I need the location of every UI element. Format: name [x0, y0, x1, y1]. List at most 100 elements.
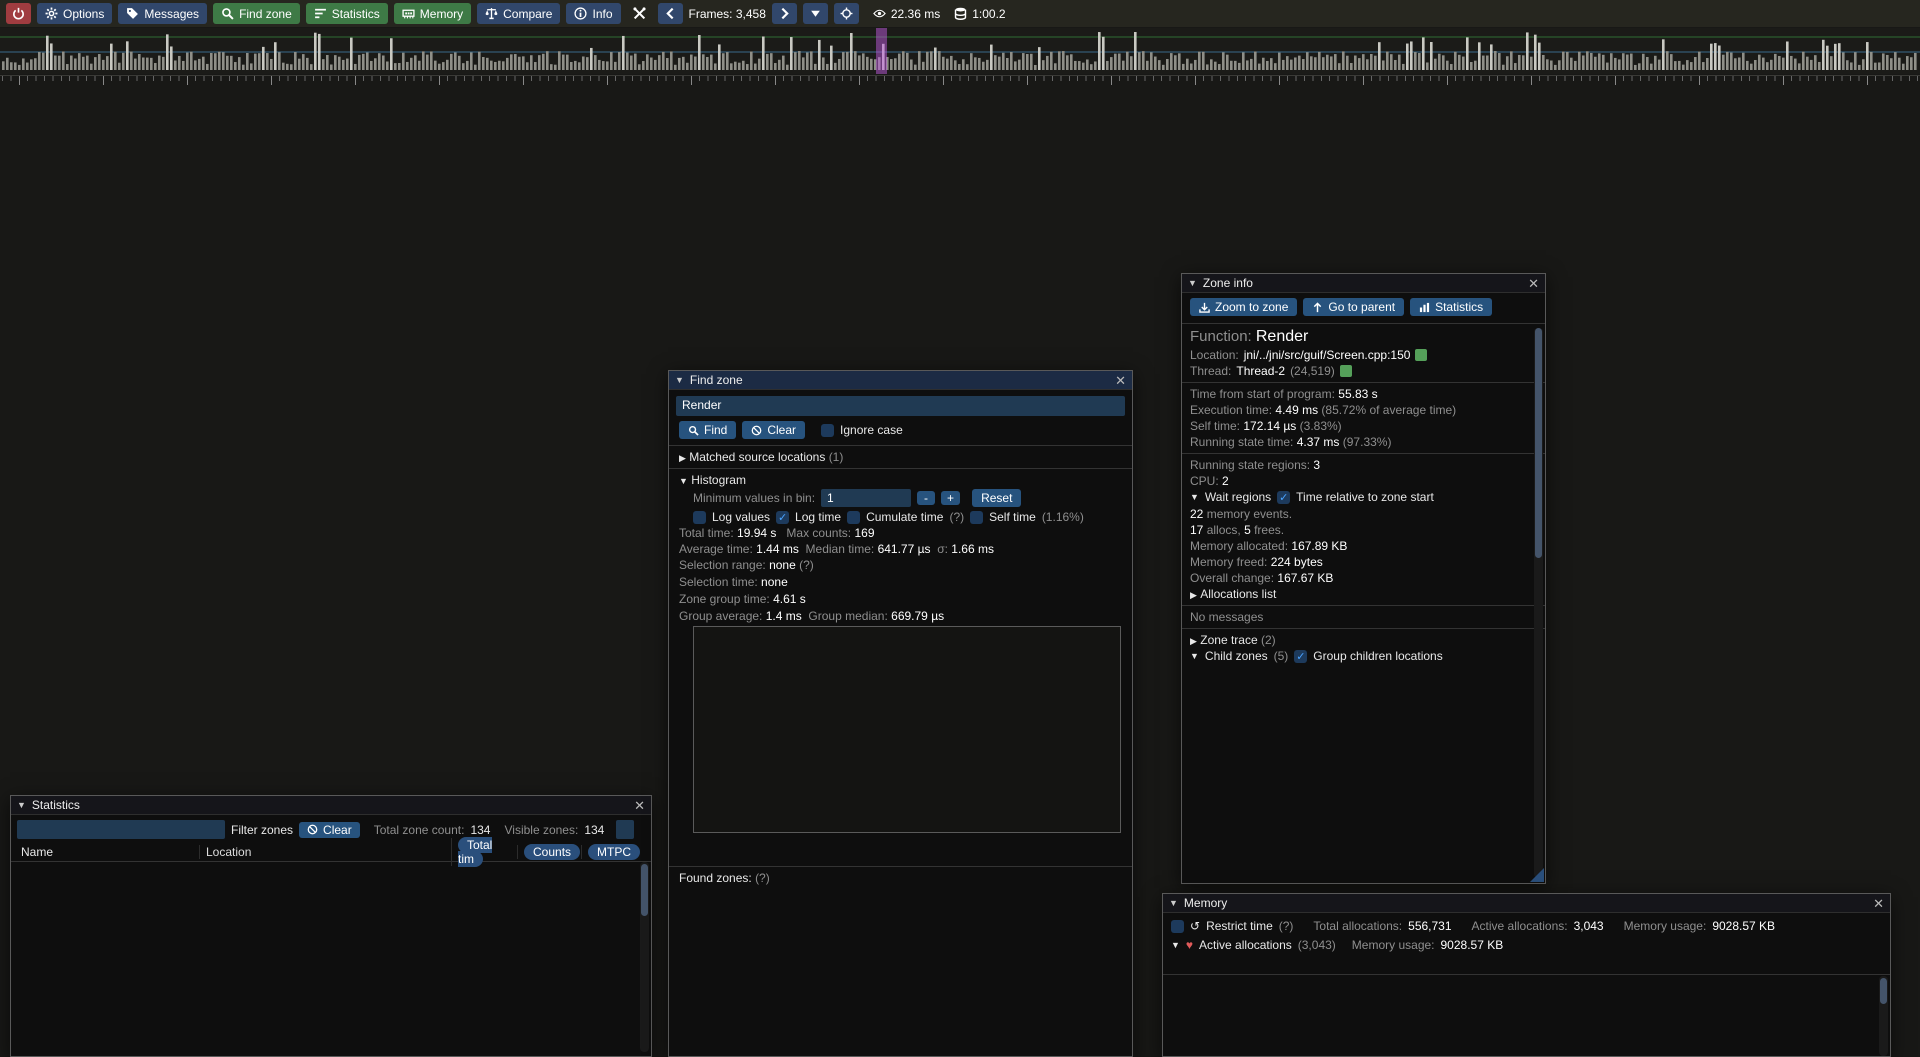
- wait-regions-toggle[interactable]: ▼ Wait regions ✓ Time relative to zone star…: [1190, 490, 1434, 504]
- frame-labels-row[interactable]: [0, 95, 1920, 106]
- decrease-button[interactable]: -: [917, 491, 936, 505]
- crosshair-icon: [840, 7, 853, 20]
- chart-icon: [1420, 302, 1430, 312]
- info-button[interactable]: Info: [566, 3, 621, 24]
- min-values-label: Minimum values in bin:: [693, 491, 816, 505]
- zone-location[interactable]: jni/../jni/src/guif/Screen.cpp:150: [1243, 348, 1411, 362]
- zi-statistics-button[interactable]: Statistics: [1410, 298, 1493, 316]
- zone-info-titlebar[interactable]: ▼ Zone info ✕: [1182, 274, 1545, 293]
- find-zone-query-input[interactable]: Render: [676, 396, 1125, 416]
- main-toolbar: Options Messages Find zone Statistics Me…: [0, 0, 1920, 27]
- stats-table-header: Name Location Total tim Counts MTPC: [11, 837, 651, 867]
- active-allocations-toggle[interactable]: ▼ ♥ Active allocations (3,043) Memory us…: [1171, 938, 1504, 952]
- log-values-checkbox[interactable]: [693, 510, 706, 524]
- find-zone-histogram[interactable]: [693, 626, 1121, 833]
- close-icon[interactable]: ✕: [1115, 372, 1126, 388]
- memory-titlebar[interactable]: ▼ Memory ✕: [1163, 894, 1890, 913]
- time-relative-checkbox[interactable]: ✓: [1277, 490, 1291, 504]
- stats-clear-button[interactable]: Clear: [299, 821, 360, 838]
- collapse-icon[interactable]: ▼: [1169, 898, 1178, 908]
- goto-frame-button[interactable]: [833, 3, 859, 24]
- thread-color-chip[interactable]: [1339, 365, 1352, 377]
- increase-button[interactable]: +: [941, 491, 961, 505]
- stats-scrollbar[interactable]: [640, 862, 649, 1052]
- options-label: Options: [63, 6, 105, 21]
- next-frame-button[interactable]: [771, 3, 797, 24]
- close-icon[interactable]: ✕: [1528, 275, 1539, 291]
- statistics-titlebar[interactable]: ▼ Statistics ✕: [11, 796, 651, 815]
- zone-info-scrollbar[interactable]: [1534, 328, 1543, 878]
- self-time-checkbox[interactable]: [970, 510, 984, 524]
- frame-overview-graph[interactable]: [0, 28, 1920, 74]
- histogram-axis: [693, 833, 1121, 863]
- fz-clear-button[interactable]: Clear: [742, 421, 806, 439]
- sort-by-row: [669, 905, 1132, 924]
- restrict-time-checkbox[interactable]: [1171, 919, 1184, 933]
- zoom-to-zone-button[interactable]: Zoom to zone: [1190, 298, 1298, 316]
- zone-info-title: Zone info: [1202, 276, 1253, 290]
- view-span-indicator: 22.36 ms: [873, 7, 940, 21]
- zone-trace-toggle[interactable]: ▶ Zone trace (2): [1190, 633, 1276, 647]
- memory-table-header: [1163, 955, 1890, 975]
- stats-filter-input[interactable]: [17, 820, 225, 839]
- total-zone-count: 134: [470, 822, 491, 837]
- matched-locations-toggle[interactable]: ▶ Matched source locations (1): [679, 450, 844, 464]
- cumulate-checkbox[interactable]: [847, 510, 861, 524]
- col-location[interactable]: Location: [199, 845, 451, 859]
- tools-button[interactable]: [627, 3, 652, 24]
- col-counts[interactable]: Counts: [517, 844, 581, 860]
- compare-label: Compare: [503, 6, 553, 21]
- find-zone-button[interactable]: Find zone: [213, 3, 300, 24]
- statistics-button[interactable]: Statistics: [305, 3, 388, 24]
- col-name[interactable]: Name: [21, 845, 54, 859]
- group-children-checkbox[interactable]: ✓: [1294, 649, 1308, 663]
- go-to-parent-button[interactable]: Go to parent: [1303, 298, 1405, 316]
- close-icon[interactable]: ✕: [1873, 895, 1884, 911]
- min-values-input[interactable]: 1: [821, 489, 912, 507]
- log-values-label: Log values: [712, 510, 771, 524]
- chevron-right-icon: [781, 7, 789, 20]
- collapse-icon[interactable]: ▼: [1188, 278, 1197, 288]
- memory-usage-value: 9028.57 KB: [1712, 919, 1776, 933]
- group-by-row: [669, 886, 1132, 905]
- source-color-chip[interactable]: [1415, 349, 1428, 361]
- close-icon[interactable]: ✕: [634, 797, 645, 813]
- total-zone-count-label: Total zone count:: [373, 822, 465, 837]
- options-button[interactable]: Options: [37, 3, 113, 24]
- frames-count: Frames: 3,458: [688, 6, 766, 21]
- visible-zones-label: Visible zones:: [504, 822, 579, 837]
- info-icon: [574, 7, 588, 20]
- collapse-icon[interactable]: ▼: [17, 800, 26, 810]
- collapse-icon[interactable]: ▼: [675, 375, 684, 385]
- stats-secondary-input[interactable]: [616, 820, 635, 839]
- memory-button[interactable]: Memory: [393, 3, 472, 24]
- arrow-up-icon: [1314, 301, 1322, 312]
- zone-info-window: ▼ Zone info ✕ Zoom to zone Go to parent …: [1181, 273, 1546, 884]
- time-ruler[interactable]: [0, 75, 1920, 95]
- histogram-toggle[interactable]: ▼ Histogram: [679, 473, 746, 487]
- find-button[interactable]: Find: [679, 421, 737, 439]
- find-zone-titlebar[interactable]: ▼ Find zone ✕: [669, 371, 1132, 390]
- capture-duration-indicator: 1:00.2: [954, 7, 1006, 21]
- col-mtpc[interactable]: MTPC: [581, 844, 641, 860]
- restrict-time-label: Restrict time: [1206, 919, 1273, 933]
- frame-dropdown-button[interactable]: [802, 3, 828, 24]
- fz-self-time-label: Self time: [989, 510, 1036, 524]
- messages-button[interactable]: Messages: [118, 3, 208, 24]
- reset-button[interactable]: Reset: [972, 489, 1022, 507]
- col-total-time[interactable]: Total tim: [451, 837, 517, 867]
- resize-grip[interactable]: [1530, 868, 1544, 882]
- child-zones-toggle[interactable]: ▼ Child zones (5) ✓ Group children locations: [1190, 649, 1443, 663]
- visible-zones-count: 134: [584, 822, 605, 837]
- power-button[interactable]: [6, 3, 31, 24]
- info-label: Info: [592, 6, 613, 21]
- compare-button[interactable]: Compare: [477, 3, 561, 24]
- log-time-checkbox[interactable]: ✓: [776, 510, 790, 524]
- statistics-label: Statistics: [331, 6, 380, 21]
- fz-max-counts: 169: [854, 526, 875, 540]
- prev-frame-button[interactable]: [657, 3, 683, 24]
- memory-scrollbar[interactable]: [1879, 976, 1888, 1056]
- ignore-case-checkbox[interactable]: [821, 423, 835, 437]
- cumulate-label: Cumulate time: [866, 510, 944, 524]
- allocations-list-toggle[interactable]: ▶ Allocations list: [1190, 587, 1277, 601]
